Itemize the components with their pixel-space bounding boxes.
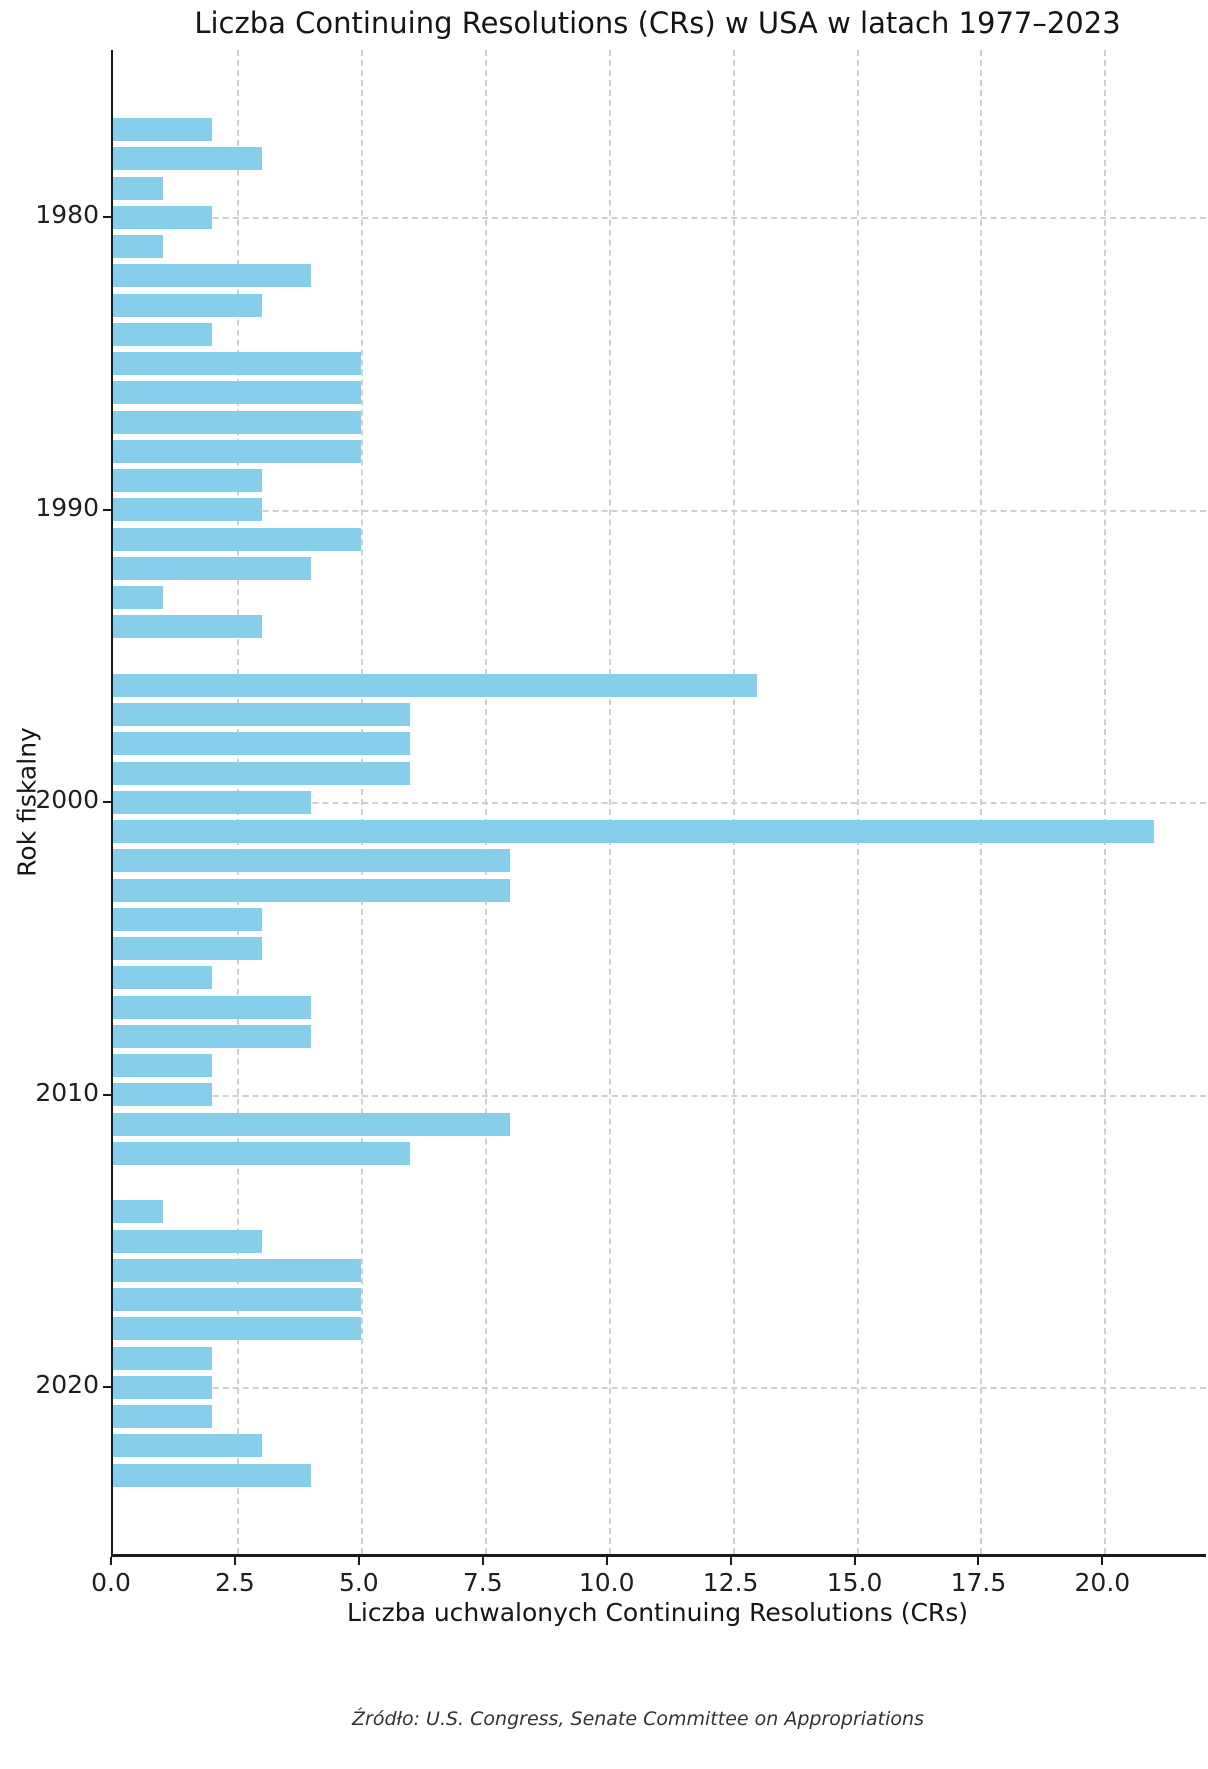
bar-2004 [113,907,262,931]
bar-2005 [113,937,262,961]
x-tick-label: 10.0 [578,1568,635,1597]
bar-1997 [113,703,411,727]
x-gridline [980,50,983,1554]
bar-2014 [113,1200,163,1224]
y-tick-label: 2020 [35,1370,99,1400]
bar-2021 [113,1405,213,1429]
bar-1994 [113,615,262,639]
x-tick-mark [853,1557,856,1565]
x-gridline [732,50,735,1554]
bar-1989 [113,469,262,493]
x-tick-mark [729,1557,732,1565]
source-note: Źródło: U.S. Congress, Senate Committee … [352,1708,924,1730]
x-tick-label: 0.0 [91,1568,131,1597]
x-tick-label: 20.0 [1074,1568,1131,1597]
x-tick-label: 5.0 [338,1568,379,1597]
bar-2001 [113,820,1154,844]
y-gridline [113,1094,1206,1097]
bar-1993 [113,586,163,610]
x-tick-label: 7.5 [462,1568,503,1597]
y-tick-mark [103,1386,111,1389]
bar-1980 [113,205,213,229]
x-tick-mark [977,1557,980,1565]
x-tick-mark [1101,1557,1104,1565]
bar-2022 [113,1434,262,1458]
bar-2006 [113,966,213,990]
bar-1996 [113,673,758,697]
bar-1988 [113,439,361,463]
bar-1979 [113,176,163,200]
bar-1983 [113,293,262,317]
x-axis-label: Liczba uchwalonych Continuing Resolution… [346,1598,969,1627]
bar-2009 [113,1054,213,1078]
bar-1977 [113,118,213,142]
bar-2020 [113,1375,213,1399]
y-tick-mark [103,1093,111,1096]
bar-2015 [113,1229,262,1253]
bar-1981 [113,235,163,259]
bar-2008 [113,1024,312,1048]
bar-1999 [113,761,411,785]
bar-1992 [113,556,312,580]
bar-2019 [113,1346,213,1370]
bar-1998 [113,732,411,756]
y-tick-mark [103,508,111,511]
plot-area [111,50,1206,1557]
chart-title: Liczba Continuing Resolutions (CRs) w US… [194,6,1121,40]
y-tick-mark [103,801,111,804]
x-gridline [484,50,487,1554]
y-tick-label: 1990 [35,492,99,522]
x-tick-label: 12.5 [702,1568,759,1597]
bar-2017 [113,1288,361,1312]
x-tick-mark [605,1557,608,1565]
x-tick-mark [357,1557,360,1565]
bar-2016 [113,1258,361,1282]
y-gridline [113,509,1206,512]
bar-2011 [113,1112,510,1136]
x-tick-mark [481,1557,484,1565]
y-gridline [113,802,1206,805]
x-tick-label: 17.5 [950,1568,1007,1597]
bar-2018 [113,1317,361,1341]
bar-1986 [113,381,361,405]
y-tick-label: 2010 [35,1077,99,1107]
y-gridline [113,1387,1206,1390]
bar-1984 [113,322,213,346]
bar-2000 [113,790,312,814]
y-tick-label: 2000 [35,785,99,815]
bar-2010 [113,1083,213,1107]
x-tick-mark [110,1557,112,1565]
y-tick-label: 1980 [35,200,99,230]
x-tick-mark [233,1557,236,1565]
x-tick-label: 2.5 [215,1568,255,1597]
bar-1982 [113,264,312,288]
y-gridline [113,217,1206,220]
bar-2003 [113,878,510,902]
x-gridline [856,50,859,1554]
x-tick-label: 15.0 [826,1568,883,1597]
bar-1985 [113,352,361,376]
bar-2023 [113,1463,312,1487]
x-gridline [1104,50,1107,1554]
bar-2002 [113,849,510,873]
x-gridline [360,50,363,1554]
y-tick-mark [103,216,111,219]
bar-1991 [113,527,361,551]
bar-1990 [113,498,262,522]
bar-2007 [113,995,312,1019]
x-gridline [608,50,611,1554]
bar-1987 [113,410,361,434]
bar-2012 [113,1141,411,1165]
bar-1978 [113,147,262,171]
